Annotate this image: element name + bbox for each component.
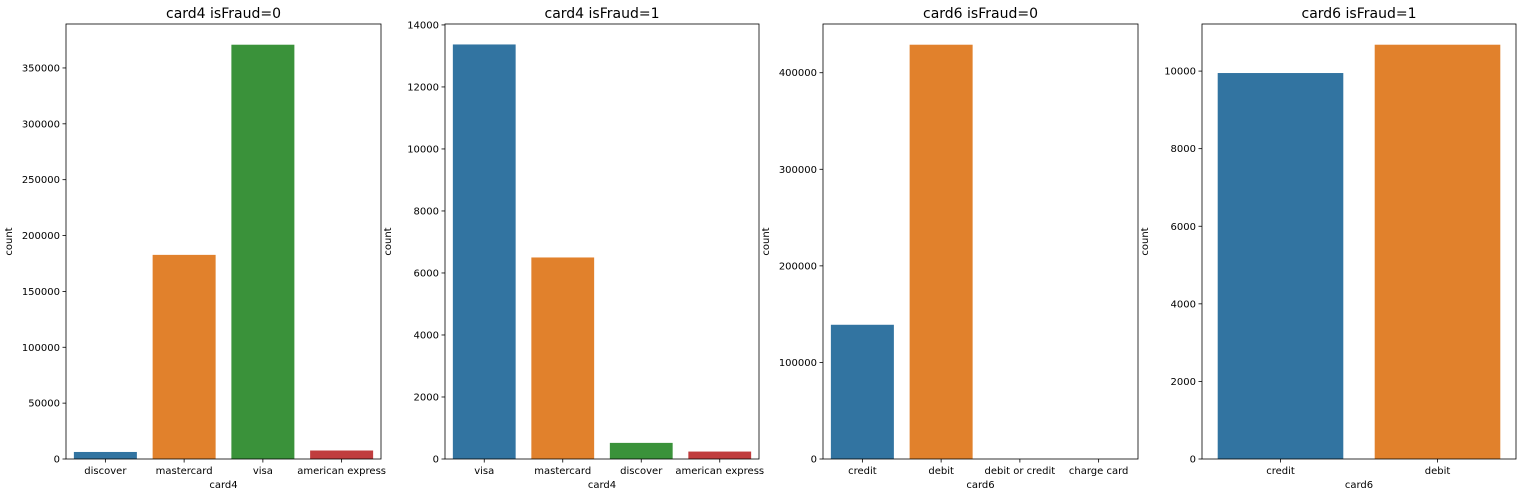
x-axis-label: card6 <box>966 480 994 491</box>
x-tick-label: mastercard <box>156 466 213 477</box>
y-tick-label: 300000 <box>22 119 60 130</box>
y-tick-label: 0 <box>1190 455 1196 466</box>
x-tick-label: debit <box>1425 466 1451 477</box>
y-tick-label: 4000 <box>1171 299 1196 310</box>
x-tick-label: credit <box>848 466 877 477</box>
chart-title: card6 isFraud=1 <box>1302 6 1417 22</box>
chart-title: card4 isFraud=1 <box>545 6 660 22</box>
y-tick-label: 200000 <box>779 261 817 272</box>
x-tick-label: american express <box>675 466 764 477</box>
y-tick-label: 2000 <box>414 392 439 403</box>
y-axis-label: count <box>761 227 772 255</box>
axes-frame <box>444 23 760 460</box>
x-tick-label: visa <box>474 466 494 477</box>
x-axis-label: card4 <box>588 480 616 491</box>
y-tick-label: 0 <box>811 455 817 466</box>
y-tick-label: 8000 <box>1171 144 1196 155</box>
chart-title: card4 isFraud=0 <box>166 6 281 22</box>
y-tick-label: 12000 <box>407 82 439 93</box>
x-axis-label: card6 <box>1345 480 1373 491</box>
y-tick-label: 8000 <box>414 206 439 217</box>
y-tick-label: 250000 <box>22 175 60 186</box>
axes-frame <box>822 23 1139 460</box>
bar <box>152 254 216 459</box>
y-tick-label: 150000 <box>22 287 60 298</box>
y-tick-label: 350000 <box>22 63 60 74</box>
x-tick-label: discover <box>620 466 663 477</box>
y-tick-label: 6000 <box>414 268 439 279</box>
bar <box>830 324 894 459</box>
y-tick-label: 14000 <box>407 20 439 31</box>
bar <box>531 257 595 459</box>
y-tick-label: 0 <box>54 455 60 466</box>
bar <box>688 451 752 459</box>
y-tick-label: 6000 <box>1171 222 1196 233</box>
y-axis-label: count <box>383 227 394 255</box>
chart-panel-1: 0 50000 100000 150000 200000 250000 300000 3500… <box>4 6 386 491</box>
y-tick-label: 2000 <box>1171 377 1196 388</box>
bar <box>1217 73 1344 459</box>
x-axis-label: card4 <box>209 480 237 491</box>
x-tick-label: debit or credit <box>985 466 1056 477</box>
x-tick-label: discover <box>84 466 127 477</box>
x-tick-label: charge card <box>1069 466 1129 477</box>
y-tick-label: 200000 <box>22 231 60 242</box>
y-tick-label: 100000 <box>779 358 817 369</box>
y-tick-label: 0 <box>433 455 439 466</box>
x-tick-label: debit <box>928 466 954 477</box>
y-tick-label: 10000 <box>1164 67 1196 78</box>
y-tick-label: 400000 <box>779 68 817 79</box>
y-tick-label: 4000 <box>414 330 439 341</box>
chart-panel-2: 0 2000 4000 6000 8000 10000 12000 14000 visa mast… <box>383 6 764 491</box>
bar <box>609 442 673 459</box>
chart-panel-4: 0 2000 4000 6000 8000 10000 credit debit card6 co… <box>1140 6 1517 491</box>
x-tick-label: visa <box>253 466 273 477</box>
bar <box>231 44 295 460</box>
x-tick-label: mastercard <box>534 466 591 477</box>
bar <box>909 44 973 460</box>
y-tick-label: 100000 <box>22 343 60 354</box>
y-tick-label: 10000 <box>407 144 439 155</box>
bar <box>452 44 516 460</box>
chart-panel-3: 0 100000 200000 300000 400000 credit debit debi… <box>761 6 1139 491</box>
y-axis-label: count <box>4 227 15 255</box>
x-tick-label: credit <box>1266 466 1295 477</box>
axes-frame <box>1201 23 1517 460</box>
bar <box>1374 44 1501 460</box>
y-tick-label: 300000 <box>779 165 817 176</box>
axes-frame <box>65 23 382 460</box>
bar <box>310 450 374 459</box>
y-tick-label: 50000 <box>28 399 60 410</box>
x-tick-label: american express <box>297 466 386 477</box>
bar <box>73 451 137 459</box>
chart-title: card6 isFraud=0 <box>923 6 1038 22</box>
y-axis-label: count <box>1140 227 1151 255</box>
